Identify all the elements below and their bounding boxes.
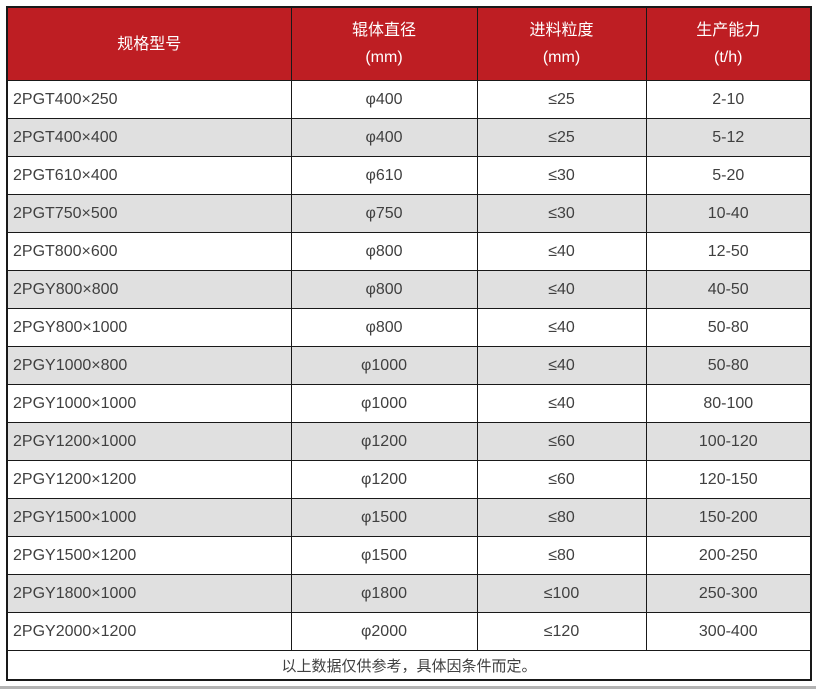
table-row: 2PGY1200×1000 φ1200 ≤60 100-120 <box>6 422 812 461</box>
cell-feed: ≤40 <box>476 270 647 309</box>
cell-capacity: 50-80 <box>645 346 812 385</box>
spec-table: 规格型号 辊体直径 (mm) 进料粒度 (mm) 生产能力 (t/h) 2PGT… <box>6 6 812 681</box>
cell-diameter: φ800 <box>290 308 478 347</box>
cell-capacity: 10-40 <box>645 194 812 233</box>
cell-feed: ≤40 <box>476 346 647 385</box>
cell-diameter: φ400 <box>290 80 478 119</box>
cell-feed: ≤40 <box>476 308 647 347</box>
cell-capacity: 12-50 <box>645 232 812 271</box>
cell-model: 2PGT750×500 <box>6 194 292 233</box>
table-footer: 以上数据仅供参考，具体因条件而定。 <box>6 650 812 681</box>
cell-model: 2PGY1000×800 <box>6 346 292 385</box>
cell-model: 2PGT400×250 <box>6 80 292 119</box>
cell-feed: ≤40 <box>476 232 647 271</box>
table-row: 2PGY1200×1200 φ1200 ≤60 120-150 <box>6 460 812 499</box>
cell-capacity: 50-80 <box>645 308 812 347</box>
table-row: 2PGY1500×1200 φ1500 ≤80 200-250 <box>6 536 812 575</box>
cell-model: 2PGY2000×1200 <box>6 612 292 651</box>
table-row: 2PGT400×250 φ400 ≤25 2-10 <box>6 80 812 119</box>
cell-feed: ≤25 <box>476 118 647 157</box>
cell-model: 2PGY1500×1200 <box>6 536 292 575</box>
cell-feed: ≤60 <box>476 460 647 499</box>
header-title: 进料粒度 <box>529 22 594 39</box>
cell-feed: ≤100 <box>476 574 647 613</box>
cell-diameter: φ610 <box>290 156 478 195</box>
table-row: 2PGT750×500 φ750 ≤30 10-40 <box>6 194 812 233</box>
cell-diameter: φ1000 <box>290 346 478 385</box>
cell-model: 2PGT800×600 <box>6 232 292 271</box>
cell-capacity: 40-50 <box>645 270 812 309</box>
table-row: 2PGY800×1000 φ800 ≤40 50-80 <box>6 308 812 347</box>
cell-diameter: φ1500 <box>290 498 478 537</box>
cell-model: 2PGY1200×1000 <box>6 422 292 461</box>
cell-diameter: φ1800 <box>290 574 478 613</box>
header-title: 规格型号 <box>117 35 182 53</box>
cell-feed: ≤30 <box>476 194 647 233</box>
cell-capacity: 200-250 <box>645 536 812 575</box>
table-row: 2PGT610×400 φ610 ≤30 5-20 <box>6 156 812 195</box>
table-row: 2PGY1800×1000 φ1800 ≤100 250-300 <box>6 574 812 613</box>
table-header: 规格型号 辊体直径 (mm) 进料粒度 (mm) 生产能力 (t/h) <box>6 6 812 81</box>
cell-capacity: 5-12 <box>645 118 812 157</box>
table-row: 2PGT800×600 φ800 ≤40 12-50 <box>6 232 812 271</box>
cell-feed: ≤60 <box>476 422 647 461</box>
cell-diameter: φ1500 <box>290 536 478 575</box>
cell-model: 2PGY1800×1000 <box>6 574 292 613</box>
cell-capacity: 2-10 <box>645 80 812 119</box>
header-title: 辊体直径 <box>351 22 416 39</box>
header-row: 规格型号 辊体直径 (mm) 进料粒度 (mm) 生产能力 (t/h) <box>6 6 812 81</box>
table-row: 2PGY1000×800 φ1000 ≤40 50-80 <box>6 346 812 385</box>
cell-feed: ≤80 <box>476 498 647 537</box>
cell-feed: ≤120 <box>476 612 647 651</box>
table-row: 2PGT400×400 φ400 ≤25 5-12 <box>6 118 812 157</box>
cell-model: 2PGT400×400 <box>6 118 292 157</box>
cell-capacity: 300-400 <box>645 612 812 651</box>
cell-capacity: 80-100 <box>645 384 812 423</box>
cell-diameter: φ750 <box>290 194 478 233</box>
header-unit: (mm) <box>365 49 403 66</box>
table-body: 2PGT400×250 φ400 ≤25 2-10 2PGT400×400 φ4… <box>6 80 812 651</box>
cell-capacity: 100-120 <box>645 422 812 461</box>
cell-model: 2PGY1500×1000 <box>6 498 292 537</box>
header-unit: (t/h) <box>714 49 743 66</box>
cell-capacity: 250-300 <box>645 574 812 613</box>
column-header-capacity: 生产能力 (t/h) <box>645 6 812 81</box>
column-header-feed-size: 进料粒度 (mm) <box>476 6 647 81</box>
cell-model: 2PGY1000×1000 <box>6 384 292 423</box>
cell-model: 2PGT610×400 <box>6 156 292 195</box>
table-row: 2PGY2000×1200 φ2000 ≤120 300-400 <box>6 612 812 651</box>
cell-feed: ≤80 <box>476 536 647 575</box>
cell-diameter: φ2000 <box>290 612 478 651</box>
column-header-model: 规格型号 <box>6 6 292 81</box>
cell-feed: ≤25 <box>476 80 647 119</box>
cell-diameter: φ800 <box>290 270 478 309</box>
cell-feed: ≤40 <box>476 384 647 423</box>
cell-model: 2PGY800×1000 <box>6 308 292 347</box>
table-row: 2PGY1500×1000 φ1500 ≤80 150-200 <box>6 498 812 537</box>
cell-diameter: φ800 <box>290 232 478 271</box>
footnote-row: 以上数据仅供参考，具体因条件而定。 <box>6 650 812 681</box>
table-footnote: 以上数据仅供参考，具体因条件而定。 <box>6 650 812 681</box>
header-title: 生产能力 <box>696 22 761 39</box>
header-unit: (mm) <box>542 49 581 66</box>
cell-diameter: φ1200 <box>290 422 478 461</box>
cell-model: 2PGY800×800 <box>6 270 292 309</box>
cell-feed: ≤30 <box>476 156 647 195</box>
page-bottom-edge <box>0 686 816 689</box>
cell-diameter: φ400 <box>290 118 478 157</box>
cell-capacity: 5-20 <box>645 156 812 195</box>
table-row: 2PGY1000×1000 φ1000 ≤40 80-100 <box>6 384 812 423</box>
table-row: 2PGY800×800 φ800 ≤40 40-50 <box>6 270 812 309</box>
column-header-diameter: 辊体直径 (mm) <box>290 6 478 81</box>
cell-diameter: φ1000 <box>290 384 478 423</box>
cell-capacity: 150-200 <box>645 498 812 537</box>
cell-capacity: 120-150 <box>645 460 812 499</box>
cell-diameter: φ1200 <box>290 460 478 499</box>
cell-model: 2PGY1200×1200 <box>6 460 292 499</box>
